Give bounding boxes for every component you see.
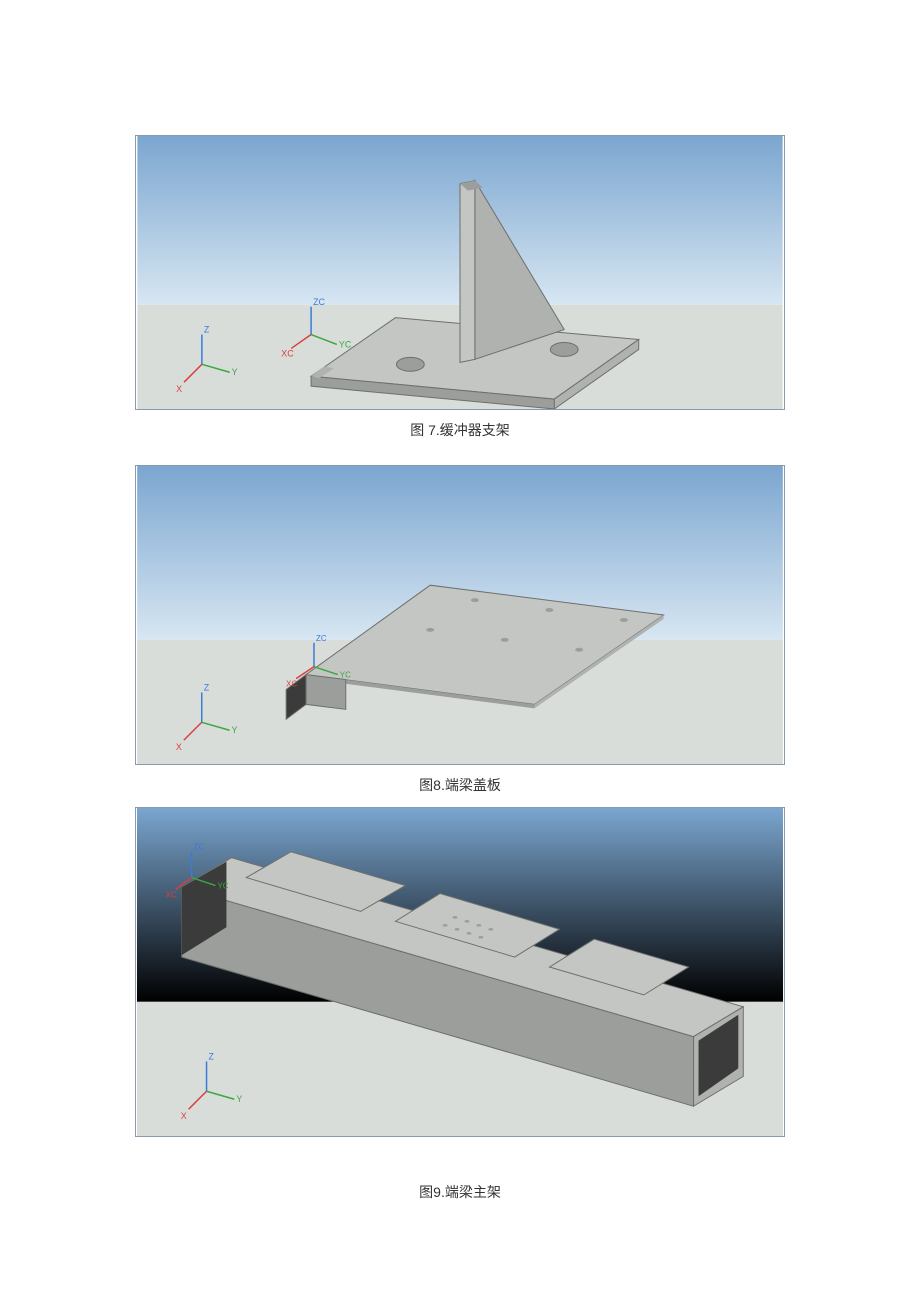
svg-text:Z: Z	[204, 682, 210, 692]
svg-text:YC: YC	[217, 882, 228, 891]
svg-text:YC: YC	[339, 339, 352, 349]
figure-9-viewport: ZC YC XC Z Y X	[135, 807, 785, 1137]
svg-text:Y: Y	[232, 367, 238, 377]
svg-text:XC: XC	[286, 680, 297, 689]
svg-text:XC: XC	[281, 348, 294, 358]
svg-text:X: X	[176, 384, 182, 394]
svg-text:Y: Y	[232, 725, 238, 735]
svg-text:XC: XC	[166, 890, 177, 899]
svg-text:YC: YC	[340, 671, 351, 680]
svg-text:X: X	[181, 1111, 187, 1121]
figure-7-caption: 图 7.缓冲器支架	[135, 420, 785, 440]
figure-8-svg: ZC YC XC Z Y X	[136, 466, 784, 764]
svg-text:Z: Z	[209, 1051, 215, 1061]
figure-9-svg: ZC YC XC Z Y X	[136, 808, 784, 1136]
figure-8-caption: 图8.端梁盖板	[135, 775, 785, 795]
svg-text:ZC: ZC	[194, 843, 205, 852]
svg-text:ZC: ZC	[316, 634, 327, 643]
svg-text:ZC: ZC	[313, 297, 325, 307]
svg-text:X: X	[176, 742, 182, 752]
figure-7-viewport: ZC YC XC Z Y X	[135, 135, 785, 410]
figure-9-caption: 图9.端梁主架	[135, 1182, 785, 1202]
figure-8-viewport: ZC YC XC Z Y X	[135, 465, 785, 765]
svg-text:Y: Y	[236, 1094, 242, 1104]
svg-text:Z: Z	[204, 325, 210, 335]
figure-7-svg: ZC YC XC Z Y X	[136, 136, 784, 409]
